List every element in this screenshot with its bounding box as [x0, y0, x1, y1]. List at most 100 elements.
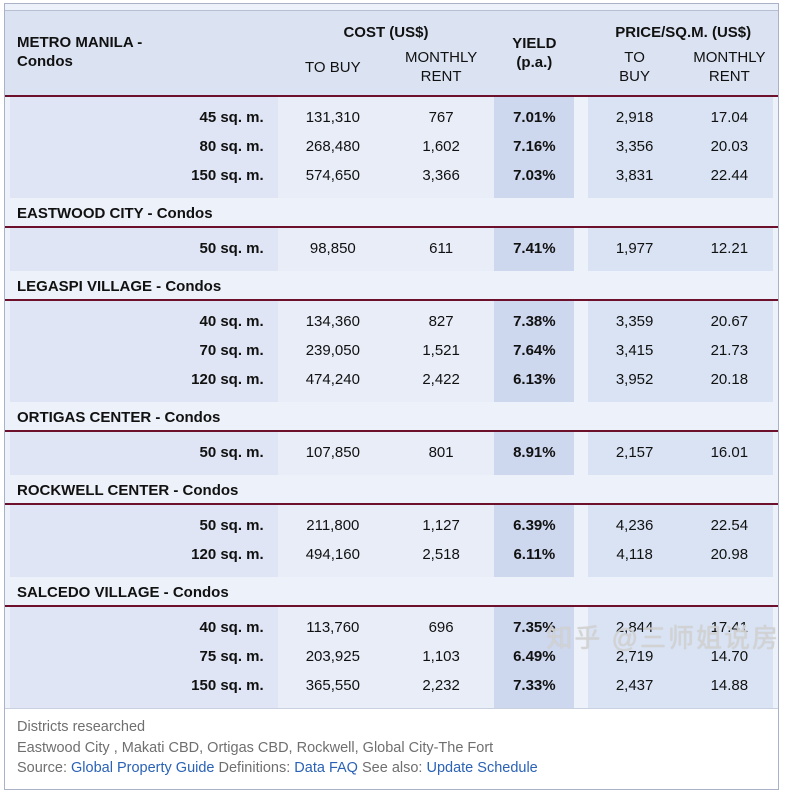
price-to-buy-value: 2,844 — [588, 606, 681, 642]
size-label: 50 sq. m. — [5, 227, 278, 271]
table-row: 70 sq. m. 239,050 1,521 7.64% 3,415 21.7… — [5, 336, 778, 365]
size-label: 50 sq. m. — [5, 504, 278, 540]
section-header-row: LEGASPI VILLAGE - Condos — [5, 271, 778, 301]
section-title: ROCKWELL CENTER - Condos — [5, 475, 778, 505]
price-monthly-rent-value: 22.44 — [680, 161, 778, 198]
column-spacer — [574, 161, 589, 198]
table-row: 50 sq. m. 98,850 611 7.41% 1,977 12.21 — [5, 227, 778, 271]
column-spacer — [574, 504, 589, 540]
zhihu-watermark: 知乎 @三师姐说房 — [546, 623, 780, 653]
price-to-buy-value: 1,977 — [588, 227, 681, 271]
cost-monthly-rent-value: 2,518 — [387, 540, 495, 577]
yield-value: 7.16% — [494, 132, 575, 161]
yield-value: 7.35% — [494, 606, 575, 642]
price-monthly-rent-value: 20.03 — [680, 132, 778, 161]
definitions-label: Definitions: — [218, 760, 291, 777]
cost-monthly-rent-value: 1,521 — [387, 336, 495, 365]
size-label: 50 sq. m. — [5, 431, 278, 475]
price-monthly-rent-value: 16.01 — [680, 431, 778, 475]
size-label: 150 sq. m. — [5, 161, 278, 198]
size-label: 75 sq. m. — [5, 642, 278, 671]
cost-to-buy-value: 211,800 — [277, 504, 388, 540]
price-monthly-rent-value: 20.18 — [680, 365, 778, 402]
price-monthly-rent-value: 22.54 — [680, 504, 778, 540]
section-title: LEGASPI VILLAGE - Condos — [5, 271, 778, 301]
section-header-row: SALCEDO VILLAGE - Condos — [5, 577, 778, 607]
cost-to-buy-value: 113,760 — [277, 606, 388, 642]
cost-to-buy-value: 134,360 — [277, 300, 388, 336]
price-to-buy-value: 3,831 — [588, 161, 681, 198]
yield-value: 8.91% — [494, 431, 575, 475]
price-to-buy-value: 2,437 — [588, 671, 681, 708]
source-line: Source: Global Property Guide Definition… — [17, 758, 766, 779]
cost-monthly-rent-value: 2,422 — [387, 365, 495, 402]
cost-monthly-rent-value: 696 — [387, 606, 495, 642]
yield-value: 7.03% — [494, 161, 575, 198]
see-also-label: See also: — [361, 760, 423, 777]
table-row: 50 sq. m. 211,800 1,127 6.39% 4,236 22.5… — [5, 504, 778, 540]
yield-header: YIELD (p.a.) — [494, 11, 575, 97]
source-label: Source: — [17, 760, 67, 777]
section-header-row: ROCKWELL CENTER - Condos — [5, 475, 778, 505]
price-to-buy-value: 3,952 — [588, 365, 681, 402]
size-label: 40 sq. m. — [5, 606, 278, 642]
cost-to-buy-value: 494,160 — [277, 540, 388, 577]
table-row: 120 sq. m. 474,240 2,422 6.13% 3,952 20.… — [5, 365, 778, 402]
table-footnotes: Districts researched Eastwood City , Mak… — [5, 708, 778, 789]
yield-value: 6.39% — [494, 504, 575, 540]
price-group-header: PRICE/SQ.M. (US$) — [588, 11, 778, 46]
cost-monthly-rent-value: 1,127 — [387, 504, 495, 540]
definitions-link[interactable]: Data FAQ — [294, 760, 358, 777]
cost-to-buy-value: 239,050 — [277, 336, 388, 365]
districts-list: Eastwood City , Makati CBD, Ortigas CBD,… — [17, 739, 494, 756]
column-spacer — [574, 365, 589, 402]
price-to-buy-value: 2,157 — [588, 431, 681, 475]
cost-monthly-rent-value: 2,232 — [387, 671, 495, 708]
column-spacer — [574, 300, 589, 336]
yield-value: 6.13% — [494, 365, 575, 402]
section-title: ORTIGAS CENTER - Condos — [5, 402, 778, 432]
column-spacer — [574, 540, 589, 577]
price-to-buy-value: 4,118 — [588, 540, 681, 577]
cost-to-buy-value: 107,850 — [277, 431, 388, 475]
cost-monthly-rent-header: MONTHLY RENT — [387, 46, 495, 97]
cost-monthly-rent-value: 1,602 — [387, 132, 495, 161]
yield-value: 7.64% — [494, 336, 575, 365]
cost-monthly-rent-value: 1,103 — [387, 642, 495, 671]
column-spacer — [574, 606, 589, 642]
section-header-row: ORTIGAS CENTER - Condos — [5, 402, 778, 432]
size-label: 40 sq. m. — [5, 300, 278, 336]
price-to-buy-value: 4,236 — [588, 504, 681, 540]
table-row: 120 sq. m. 494,160 2,518 6.11% 4,118 20.… — [5, 540, 778, 577]
price-monthly-rent-value: 17.41 — [680, 606, 778, 642]
cost-monthly-rent-value: 801 — [387, 431, 495, 475]
size-label: 120 sq. m. — [5, 365, 278, 402]
price-monthly-rent-value: 17.04 — [680, 96, 778, 132]
column-spacer — [574, 227, 589, 271]
column-spacer — [574, 11, 589, 97]
column-spacer — [574, 431, 589, 475]
update-schedule-link[interactable]: Update Schedule — [426, 760, 538, 777]
price-to-buy-value: 2,918 — [588, 96, 681, 132]
cost-monthly-rent-value: 827 — [387, 300, 495, 336]
panel-top-strip — [5, 4, 778, 11]
cost-to-buy-value: 574,650 — [277, 161, 388, 198]
cost-monthly-rent-value: 611 — [387, 227, 495, 271]
cost-monthly-rent-value: 767 — [387, 96, 495, 132]
yield-value: 7.38% — [494, 300, 575, 336]
price-monthly-rent-value: 14.88 — [680, 671, 778, 708]
property-table-panel: METRO MANILA - Condos COST (US$) YIELD (… — [4, 3, 779, 790]
table-row: 80 sq. m. 268,480 1,602 7.16% 3,356 20.0… — [5, 132, 778, 161]
size-label: 45 sq. m. — [5, 96, 278, 132]
cost-to-buy-value: 203,925 — [277, 642, 388, 671]
rental-yields-table: METRO MANILA - Condos COST (US$) YIELD (… — [5, 11, 778, 708]
yield-value: 6.11% — [494, 540, 575, 577]
size-label: 70 sq. m. — [5, 336, 278, 365]
yield-value: 7.33% — [494, 671, 575, 708]
price-to-buy-value: 3,415 — [588, 336, 681, 365]
section-title: SALCEDO VILLAGE - Condos — [5, 577, 778, 607]
yield-value: 7.41% — [494, 227, 575, 271]
price-monthly-rent-value: 21.73 — [680, 336, 778, 365]
column-spacer — [574, 671, 589, 708]
source-link[interactable]: Global Property Guide — [71, 760, 215, 777]
